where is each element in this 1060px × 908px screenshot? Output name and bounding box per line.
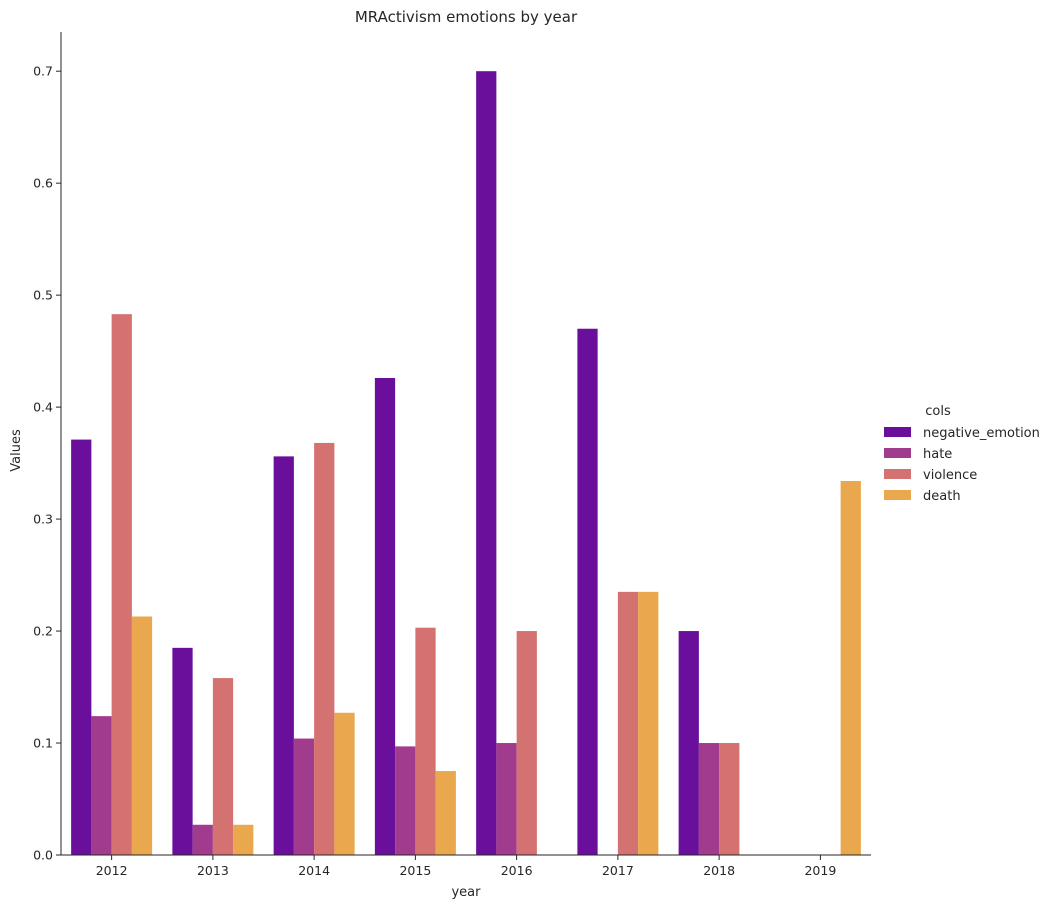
legend-label-violence: violence — [923, 468, 977, 483]
bar-negative-emotion-2014 — [273, 456, 294, 855]
legend-label-hate: hate — [923, 447, 952, 462]
legend-swatch-violence — [884, 469, 911, 479]
bar-hate-2018 — [698, 743, 720, 855]
bar-violence-2017 — [617, 591, 639, 855]
y-tick-label: 0.2 — [33, 624, 53, 639]
bar-death-2017 — [638, 591, 659, 855]
bar-death-2012 — [131, 616, 153, 855]
bar-hate-2014 — [293, 738, 315, 855]
bar-hate-2012 — [91, 716, 112, 855]
legend-label-death: death — [923, 489, 961, 504]
bar-violence-2013 — [212, 678, 234, 855]
x-tick-label: 2014 — [298, 863, 330, 878]
legend-title: cols — [925, 404, 951, 419]
x-tick-label: 2018 — [703, 863, 735, 878]
legend-swatch-hate — [884, 448, 911, 458]
y-tick-label: 0.4 — [33, 400, 53, 415]
y-tick-label: 0.7 — [33, 64, 53, 79]
bar-death-2019 — [840, 481, 861, 855]
bar-violence-2014 — [314, 442, 335, 855]
y-tick-label: 0.3 — [33, 512, 53, 527]
bars — [71, 71, 861, 856]
bar-death-2015 — [435, 771, 456, 855]
y-axis: 0.0 0.1 0.2 0.3 0.4 0.5 0.6 0.7 — [33, 32, 62, 863]
legend-swatch-death — [884, 490, 911, 500]
legend-label-negative-emotion: negative_emotion — [923, 426, 1040, 441]
bar-negative-emotion-2016 — [476, 71, 497, 855]
bar-violence-2016 — [516, 631, 537, 855]
bar-negative-emotion-2013 — [172, 647, 193, 855]
bar-hate-2016 — [496, 743, 517, 855]
bar-death-2014 — [334, 712, 355, 855]
bar-negative-emotion-2018 — [678, 631, 699, 855]
x-tick-label: 2019 — [804, 863, 836, 878]
bar-violence-2018 — [719, 743, 740, 855]
bar-negative-emotion-2012 — [71, 439, 92, 855]
bar-violence-2015 — [415, 627, 436, 855]
y-axis-label: Values — [9, 429, 24, 472]
x-tick-label: 2016 — [501, 863, 533, 878]
x-tick-label: 2017 — [602, 863, 634, 878]
x-axis-label: year — [451, 885, 481, 900]
x-tick-label: 2013 — [197, 863, 229, 878]
y-tick-label: 0.0 — [33, 848, 53, 863]
y-tick-label: 0.6 — [33, 176, 53, 191]
x-tick-label: 2015 — [399, 863, 431, 878]
legend-swatch-negative-emotion — [884, 427, 911, 437]
bar-negative-emotion-2017 — [577, 328, 598, 856]
x-axis: 2012 2013 2014 2015 2016 2017 2018 2019 — [61, 854, 871, 878]
bar-hate-2013 — [192, 824, 213, 855]
bar-negative-emotion-2015 — [374, 378, 396, 855]
x-tick-label: 2012 — [96, 863, 128, 878]
bar-death-2013 — [233, 824, 254, 855]
y-tick-label: 0.1 — [33, 736, 53, 751]
chart-title: MRActivism emotions by year — [355, 8, 578, 26]
bar-hate-2015 — [395, 746, 416, 855]
bar-violence-2012 — [111, 314, 132, 855]
y-tick-label: 0.5 — [33, 288, 53, 303]
